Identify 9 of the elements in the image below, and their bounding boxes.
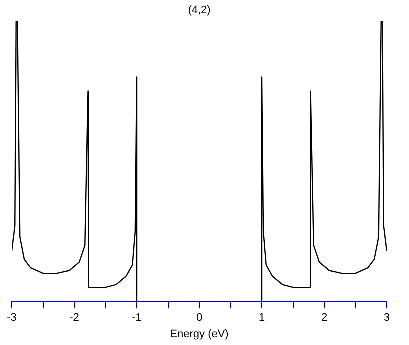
- chart-title: (4,2): [188, 4, 211, 17]
- x-tick-label: -1: [132, 312, 142, 324]
- x-axis-title: Energy (eV): [170, 328, 229, 340]
- x-tick-label: -3: [7, 312, 17, 324]
- x-tick-label: -2: [70, 312, 80, 324]
- x-tick-label: 3: [384, 312, 390, 324]
- x-tick-label: 0: [196, 312, 203, 324]
- x-tick-label: 1: [258, 312, 266, 324]
- x-tick-label: 2: [321, 312, 328, 324]
